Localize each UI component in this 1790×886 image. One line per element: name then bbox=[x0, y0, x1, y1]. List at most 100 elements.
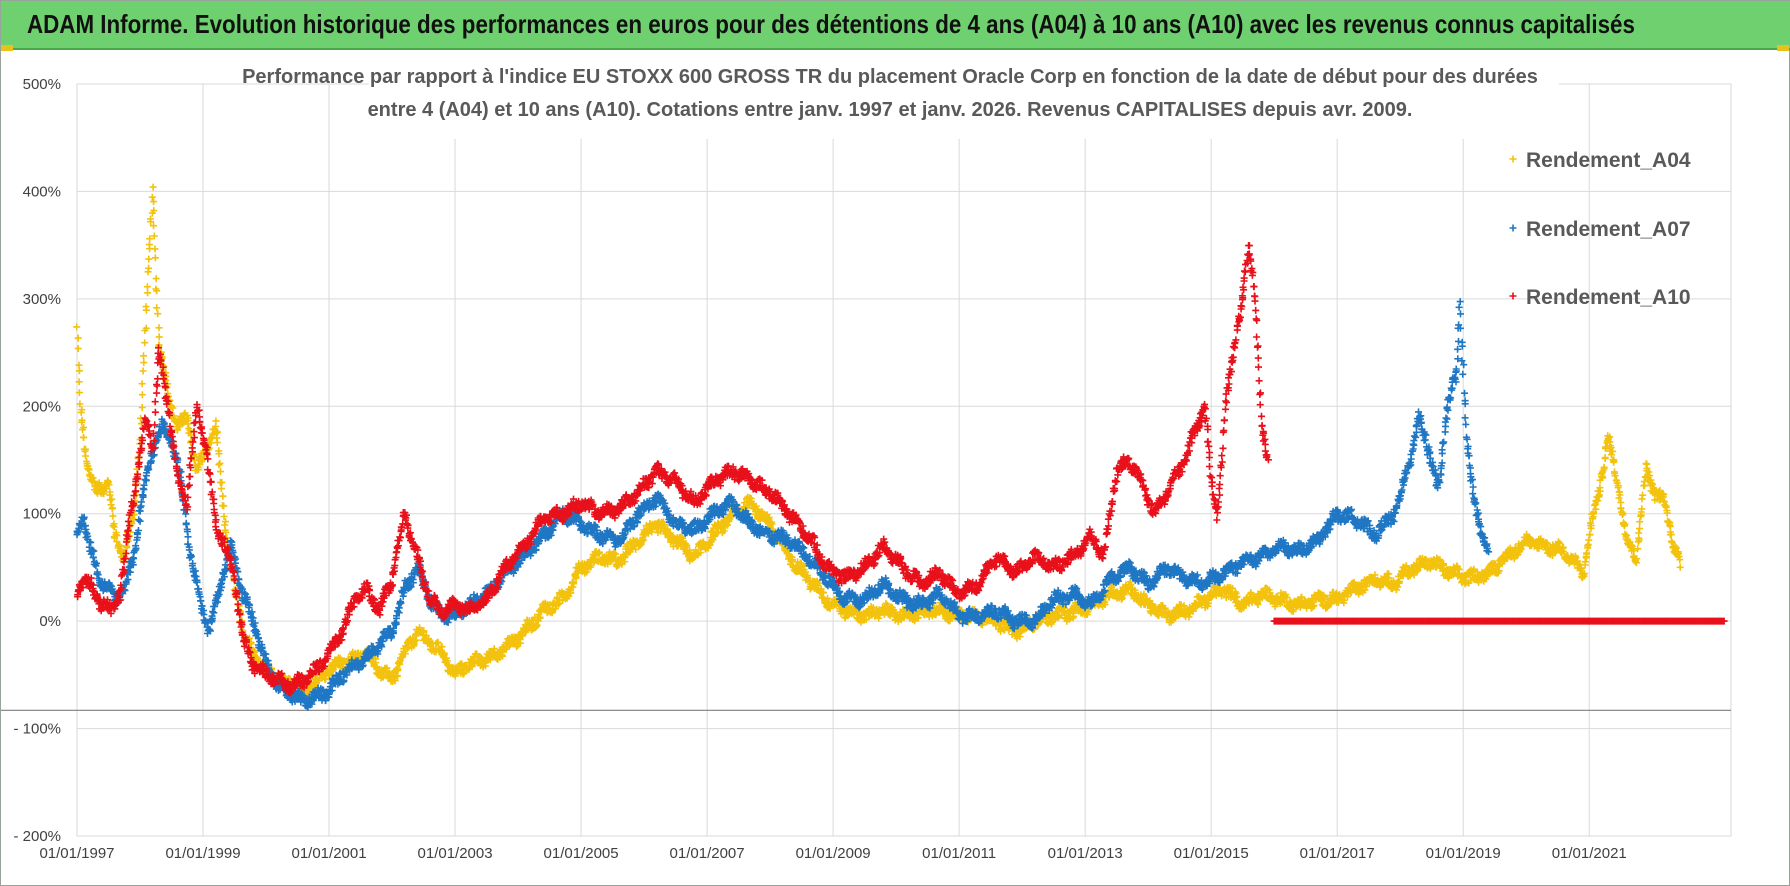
data-point bbox=[147, 215, 154, 223]
data-point bbox=[142, 303, 150, 311]
data-point bbox=[648, 528, 656, 536]
data-point bbox=[220, 502, 228, 510]
corner-accent-right bbox=[1777, 45, 1789, 51]
data-point bbox=[150, 198, 158, 206]
data-point bbox=[89, 474, 97, 482]
data-point bbox=[82, 452, 90, 460]
data-point bbox=[155, 333, 163, 341]
data-point bbox=[720, 527, 728, 535]
data-point bbox=[145, 264, 153, 272]
data-point bbox=[513, 643, 520, 651]
data-point bbox=[570, 580, 578, 588]
data-point bbox=[434, 638, 442, 646]
data-point bbox=[660, 521, 668, 529]
data-point bbox=[221, 526, 229, 534]
data-point bbox=[140, 359, 148, 367]
data-point bbox=[1586, 531, 1594, 539]
data-point bbox=[1610, 457, 1618, 465]
data-point bbox=[424, 635, 432, 643]
report-title: ADAM Informe. Evolution historique des p… bbox=[27, 9, 1635, 39]
data-point bbox=[140, 486, 148, 494]
data-point bbox=[109, 512, 117, 520]
data-point bbox=[169, 404, 177, 412]
data-point bbox=[696, 549, 704, 557]
data-point bbox=[412, 636, 420, 644]
data-point bbox=[141, 339, 149, 347]
data-point bbox=[76, 400, 84, 408]
data-points-layer bbox=[73, 183, 1728, 711]
data-point bbox=[215, 461, 223, 469]
data-point bbox=[75, 378, 83, 386]
data-point bbox=[73, 323, 81, 331]
data-point bbox=[644, 529, 652, 537]
data-point bbox=[100, 490, 108, 498]
data-point bbox=[184, 533, 192, 541]
data-point bbox=[1601, 454, 1609, 461]
data-point bbox=[1676, 563, 1684, 571]
data-point bbox=[75, 367, 83, 375]
data-point bbox=[150, 232, 158, 240]
data-point bbox=[1591, 501, 1598, 509]
data-point bbox=[145, 255, 153, 263]
data-point bbox=[215, 450, 223, 458]
data-point bbox=[443, 657, 451, 665]
data-point bbox=[1636, 525, 1643, 533]
data-point bbox=[152, 275, 160, 283]
data-point bbox=[1585, 536, 1593, 544]
data-point bbox=[517, 631, 525, 639]
data-point bbox=[135, 516, 143, 524]
data-point bbox=[145, 241, 153, 249]
data-point bbox=[138, 404, 146, 411]
data-point bbox=[182, 519, 190, 527]
data-point bbox=[148, 193, 156, 201]
data-point bbox=[150, 207, 158, 215]
data-point bbox=[80, 423, 88, 431]
data-point bbox=[391, 677, 399, 685]
data-point bbox=[80, 434, 88, 442]
performance-chart: Performance par rapport à l'indice EU ST… bbox=[1, 53, 1732, 862]
data-point bbox=[640, 536, 647, 544]
data-point bbox=[153, 304, 161, 312]
data-point bbox=[536, 613, 544, 621]
data-point bbox=[401, 650, 409, 658]
data-point bbox=[74, 345, 82, 353]
data-point bbox=[706, 541, 714, 549]
data-point bbox=[587, 561, 595, 569]
data-point bbox=[1636, 518, 1644, 526]
data-point bbox=[74, 334, 82, 342]
data-point bbox=[519, 632, 526, 640]
data-point bbox=[113, 532, 121, 540]
data-point bbox=[140, 352, 147, 360]
data-point bbox=[1641, 481, 1648, 489]
data-point bbox=[219, 492, 227, 500]
data-point bbox=[149, 183, 157, 191]
data-point bbox=[438, 643, 446, 651]
data-point bbox=[121, 549, 129, 556]
data-point bbox=[214, 428, 222, 436]
report-banner: ADAM Informe. Evolution historique des p… bbox=[1, 1, 1790, 50]
data-point bbox=[142, 324, 150, 332]
data-point bbox=[109, 522, 117, 530]
data-point bbox=[394, 608, 402, 615]
data-point bbox=[440, 650, 448, 658]
data-point bbox=[138, 380, 146, 388]
data-point bbox=[75, 389, 83, 397]
grid-layer bbox=[1, 83, 1732, 837]
data-point bbox=[155, 324, 163, 332]
data-point bbox=[146, 235, 154, 243]
data-point bbox=[216, 459, 224, 467]
corner-accent-left bbox=[1, 45, 13, 51]
data-point bbox=[112, 531, 120, 539]
data-point bbox=[78, 406, 86, 414]
data-point bbox=[686, 546, 694, 554]
data-point bbox=[533, 621, 541, 629]
data-point bbox=[153, 287, 161, 295]
data-point bbox=[212, 417, 220, 425]
data-point bbox=[638, 537, 646, 545]
data-point bbox=[139, 492, 147, 500]
data-point bbox=[108, 505, 116, 513]
data-point bbox=[143, 283, 151, 291]
data-point bbox=[186, 426, 194, 434]
data-point bbox=[213, 439, 221, 446]
